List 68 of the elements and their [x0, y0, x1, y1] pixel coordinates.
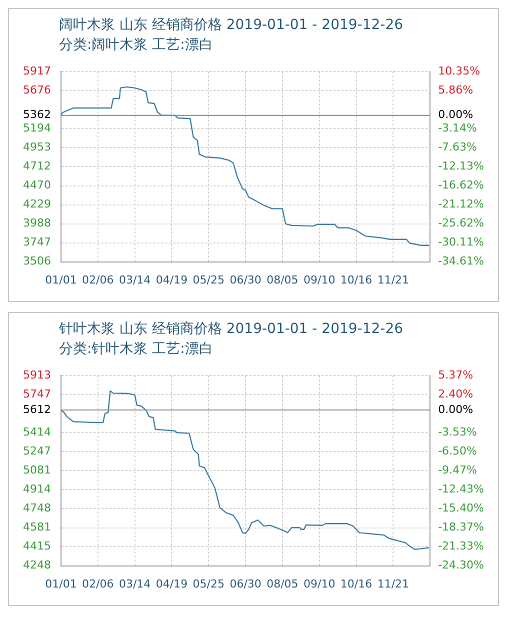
y2-tick-label: 5.86%	[438, 83, 474, 96]
y-tick-label: 4581	[22, 520, 51, 534]
x-tick-label: 09/10	[304, 577, 336, 590]
y2-tick-label: -18.37%	[438, 520, 484, 534]
x-tick-label: 11/21	[377, 577, 410, 590]
x-tick-label: 10/16	[340, 273, 372, 286]
y2-tick-label: -16.62%	[438, 178, 484, 192]
y-tick-label: 5676	[22, 83, 51, 96]
y-tick-label: 5194	[22, 121, 51, 134]
y2-tick-label: -7.63%	[438, 140, 478, 154]
x-tick-label: 06/30	[230, 577, 262, 590]
y-tick-label: 4748	[22, 502, 51, 515]
y-tick-label: 4914	[22, 482, 51, 496]
y2-tick-label: 0.00%	[438, 108, 474, 122]
y-tick-label: 3988	[22, 216, 51, 230]
y-tick-label: 5414	[22, 425, 51, 438]
y-tick-label: 5081	[22, 464, 51, 476]
y2-tick-label: -25.62%	[438, 216, 484, 230]
x-tick-label: 04/19	[156, 577, 188, 590]
x-tick-label: 02/06	[82, 577, 114, 590]
y2-tick-label: -12.13%	[438, 160, 484, 173]
x-tick-label: 01/01	[45, 273, 77, 286]
y2-tick-label: -9.47%	[438, 464, 478, 477]
x-tick-label: 08/05	[266, 273, 298, 286]
x-tick-label: 11/21	[377, 273, 410, 286]
x-tick-label: 10/16	[340, 577, 372, 590]
y-tick-label: 4415	[22, 540, 51, 553]
y-tick-label: 4470	[22, 178, 51, 192]
chart-subtitle: 分类:阔叶木浆 工艺:漂白	[59, 36, 214, 55]
y-tick-label: 3506	[22, 254, 51, 268]
y2-tick-label: -30.11%	[438, 236, 484, 249]
y2-tick-label: -3.53%	[438, 426, 478, 439]
y-tick-label: 5247	[22, 444, 51, 458]
y2-tick-label: -6.50%	[438, 444, 478, 458]
y2-tick-label: -34.61%	[438, 254, 484, 268]
y-tick-label: 5612	[22, 402, 51, 416]
y2-tick-label: 0.00%	[438, 402, 474, 416]
y-tick-label: 4953	[22, 140, 51, 154]
y2-tick-label: -24.30%	[438, 558, 484, 572]
x-tick-label: 09/10	[304, 273, 336, 286]
x-tick-label: 05/25	[192, 577, 224, 590]
y-tick-label: 5917	[22, 64, 51, 78]
x-tick-label: 02/06	[82, 273, 114, 286]
y-tick-label: 4712	[22, 160, 51, 173]
y2-tick-label: -15.40%	[438, 502, 484, 515]
y2-tick-label: -3.14%	[438, 122, 478, 135]
y-tick-label: 5747	[22, 387, 51, 400]
y-tick-label: 5913	[22, 368, 51, 382]
x-tick-label: 03/14	[118, 273, 151, 286]
y2-tick-label: 2.40%	[438, 388, 474, 400]
y2-tick-label: 10.35%	[438, 64, 480, 78]
y2-tick-label: 5.37%	[438, 368, 474, 382]
y-tick-label: 3747	[22, 236, 51, 249]
x-tick-label: 06/30	[230, 273, 262, 286]
chart-title: 阔叶木浆 山东 经销商价格 2019-01-01 - 2019-12-26	[59, 16, 404, 35]
x-tick-label: 04/19	[156, 273, 188, 286]
y2-tick-label: -21.33%	[438, 540, 484, 553]
y2-tick-label: -21.12%	[438, 198, 484, 211]
x-tick-label: 08/05	[266, 577, 298, 590]
y-tick-label: 4248	[22, 558, 51, 572]
y-tick-label: 4229	[22, 198, 51, 211]
x-tick-label: 01/01	[45, 577, 77, 590]
chart-subtitle: 分类:针叶木浆 工艺:漂白	[59, 340, 214, 359]
chart-title: 针叶木浆 山东 经销商价格 2019-01-01 - 2019-12-26	[59, 320, 404, 339]
y-tick-label: 5362	[22, 108, 51, 122]
x-tick-label: 03/14	[118, 577, 151, 590]
y2-tick-label: -12.43%	[438, 482, 484, 496]
x-tick-label: 05/25	[192, 273, 224, 286]
